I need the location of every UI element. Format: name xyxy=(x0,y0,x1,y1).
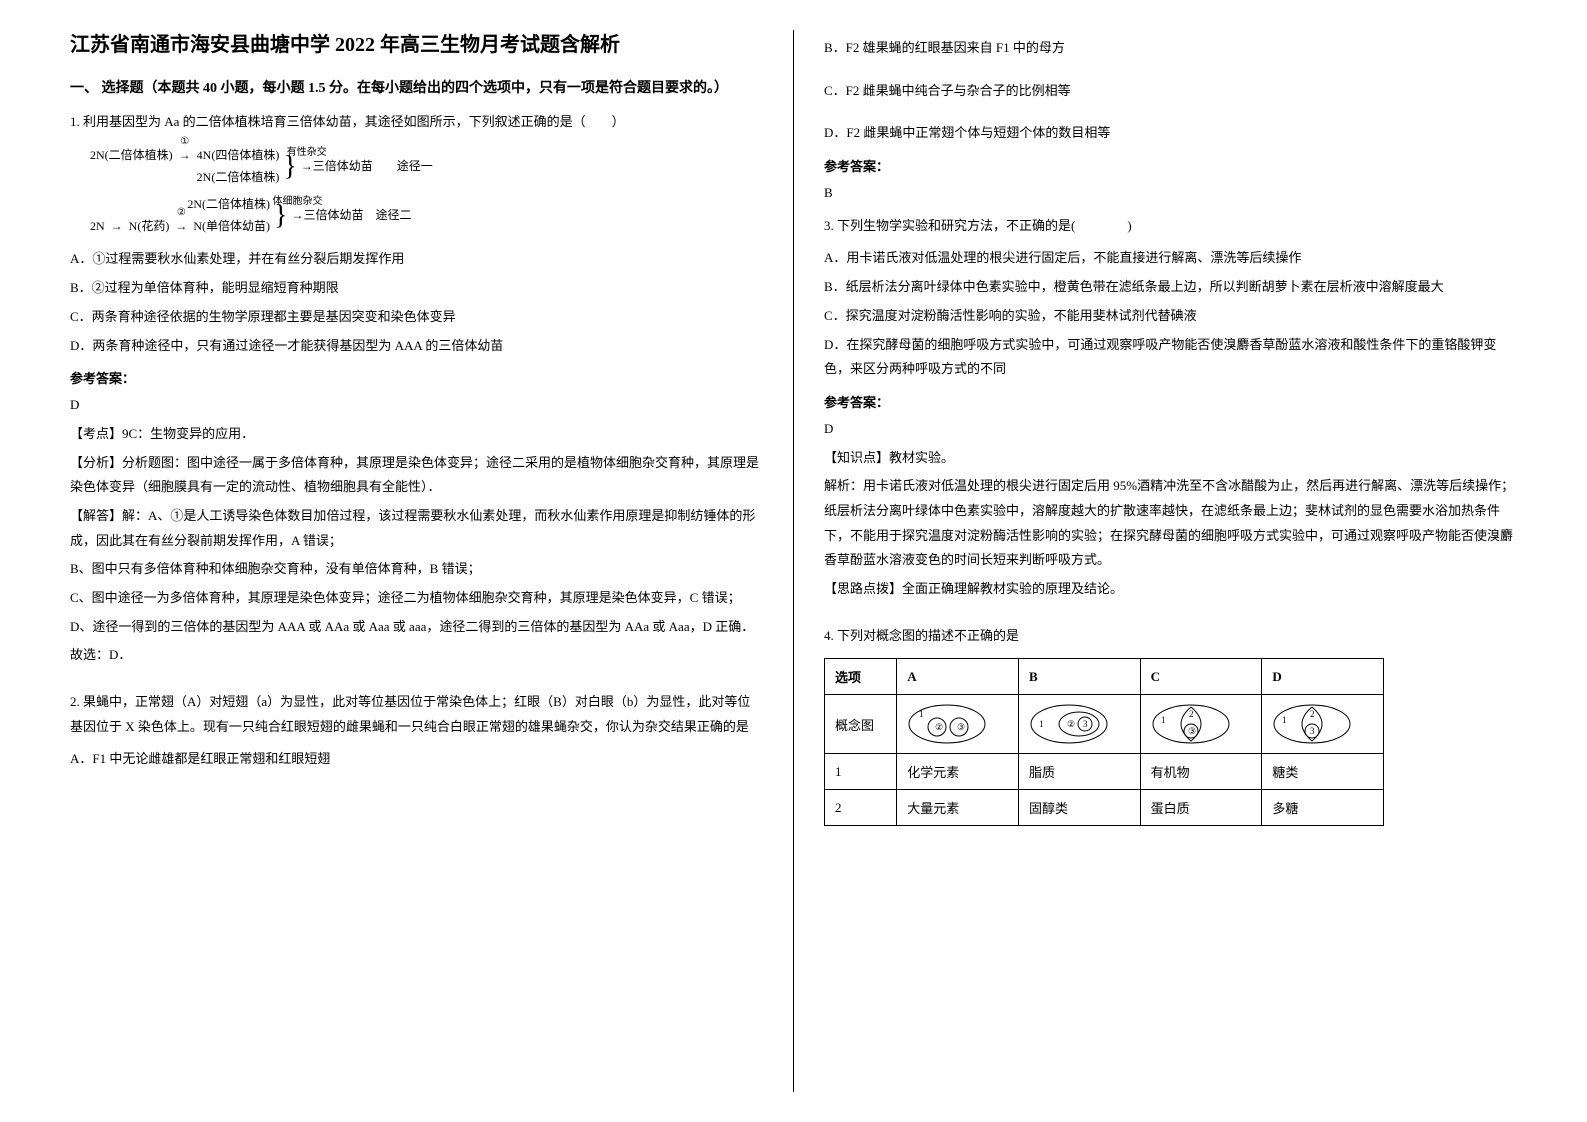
svg-text:2: 2 xyxy=(1310,709,1315,719)
table-row-1: 1 化学元素 脂质 有机物 糖类 xyxy=(825,754,1384,790)
venn-a: 1 ② ③ xyxy=(897,695,1019,754)
svg-text:1: 1 xyxy=(1282,715,1287,725)
svg-text:3: 3 xyxy=(1310,726,1315,736)
right-column: B．F2 雄果蝇的红眼基因来自 F1 中的母方 C．F2 雌果蝇中纯合子与杂合子… xyxy=(794,30,1547,1092)
th-d: D xyxy=(1262,659,1384,695)
q1-explain-p5: C、图中途径一为多倍体育种，其原理是染色体变异；途径二为植物体细胞杂交育种，其原… xyxy=(70,586,763,611)
venn-d: 1 2 3 xyxy=(1262,695,1384,754)
svg-text:1: 1 xyxy=(1039,719,1044,729)
q1-dia-l2: 2N(二倍体植株) xyxy=(197,167,280,189)
row-label-concept: 概念图 xyxy=(825,695,897,754)
q3-explain-p2: 解析：用卡诺氏液对低温处理的根尖进行固定后用 95%酒精冲洗至不含冰醋酸为止，然… xyxy=(824,474,1517,573)
svg-text:②: ② xyxy=(935,722,943,732)
q1-dia-l3-right: N(单倍体幼苗) xyxy=(193,216,270,238)
venn-b: 1 ② 3 xyxy=(1018,695,1140,754)
q1-dia-l3-left: 2N xyxy=(90,216,105,238)
exam-title: 江苏省南通市海安县曲塘中学 2022 年高三生物月考试题含解析 xyxy=(70,30,763,60)
q2-opt-c: C．F2 雌果蝇中纯合子与杂合子的比例相等 xyxy=(824,79,1517,104)
q1-dia-l3-mid: N(花药) xyxy=(129,216,170,238)
q1-dia-step1: ① xyxy=(180,133,189,151)
arrow-icon: ② → xyxy=(175,216,187,238)
th-a: A xyxy=(897,659,1019,695)
q1-dia-l1-right: 4N(四倍体植株) xyxy=(197,145,280,167)
table-row-2: 2 大量元素 固醇类 蛋白质 多糖 xyxy=(825,790,1384,826)
q1-opt-b: B．②过程为单倍体育种，能明显缩短育种期限 xyxy=(70,276,763,301)
q4-table: 选项 A B C D 概念图 1 ② ③ xyxy=(824,658,1384,826)
q3-opt-b: B．纸层析法分离叶绿体中色素实验中，橙黄色带在滤纸条最上边，所以判断胡萝卜素在层… xyxy=(824,275,1517,300)
q1-stem: 1. 利用基因型为 Aa 的二倍体植株培育三倍体幼苗，其途径如图所示，下列叙述正… xyxy=(70,110,763,135)
q1-opt-d: D．两条育种途径中，只有通过途径一才能获得基因型为 AAA 的三倍体幼苗 xyxy=(70,334,763,359)
left-column: 江苏省南通市海安县曲塘中学 2022 年高三生物月考试题含解析 一、 选择题（本… xyxy=(40,30,793,1092)
q1-ans-letter: D xyxy=(70,393,763,418)
cell-2-0: 2 xyxy=(825,790,897,826)
cell-1-1: 化学元素 xyxy=(897,754,1019,790)
q1-dia-step2: ② xyxy=(177,204,186,222)
q3-ans-label: 参考答案： xyxy=(824,392,1517,411)
svg-text:1: 1 xyxy=(1161,715,1166,725)
q1-dia-cross1-res: 三倍体幼苗 途径一 xyxy=(313,156,433,178)
q3-explain-p1: 【知识点】教材实验。 xyxy=(824,446,1517,471)
cell-2-3: 蛋白质 xyxy=(1140,790,1262,826)
table-header-row: 选项 A B C D xyxy=(825,659,1384,695)
q2-ans-letter: B xyxy=(824,181,1517,206)
svg-text:③: ③ xyxy=(1188,726,1196,736)
th-c: C xyxy=(1140,659,1262,695)
q2-opt-b: B．F2 雄果蝇的红眼基因来自 F1 中的母方 xyxy=(824,36,1517,61)
q1-explain-p2: 【分析】分析题图：图中途径一属于多倍体育种，其原理是染色体变异；途径二采用的是植… xyxy=(70,451,763,500)
th-b: B xyxy=(1018,659,1140,695)
q3-ans-letter: D xyxy=(824,417,1517,442)
arrow-icon: ① → xyxy=(179,145,191,167)
q2-ans-label: 参考答案： xyxy=(824,156,1517,175)
cell-2-2: 固醇类 xyxy=(1018,790,1140,826)
q3-explain-p3: 【思路点拨】全面正确理解教材实验的原理及结论。 xyxy=(824,577,1517,602)
q1-dia-cross2: 体细胞杂交 xyxy=(272,193,322,211)
q1-dia-l2b: 2N(二倍体植株) xyxy=(187,194,270,216)
q1-explain-p3: 【解答】解：A、①是人工诱导染色体数目加倍过程，该过程需要秋水仙素处理，而秋水仙… xyxy=(70,504,763,553)
cell-1-0: 1 xyxy=(825,754,897,790)
q1-ans-label: 参考答案： xyxy=(70,368,763,387)
venn-icon: 1 ② 3 xyxy=(1029,703,1109,745)
q3-stem: 3. 下列生物学实验和研究方法，不正确的是( ) xyxy=(824,214,1517,239)
q4-stem: 4. 下列对概念图的描述不正确的是 xyxy=(824,624,1517,649)
svg-text:3: 3 xyxy=(1083,719,1088,729)
cell-1-2: 脂质 xyxy=(1018,754,1140,790)
q1-explain-p6: D、途径一得到的三倍体的基因型为 AAA 或 AAa 或 Aaa 或 aaa，途… xyxy=(70,615,763,640)
svg-text:2: 2 xyxy=(1189,709,1194,719)
q1-explain-p7: 故选：D． xyxy=(70,643,763,668)
arrow-icon: 有性杂交 → xyxy=(301,156,313,178)
q2-opt-d: D．F2 雌果蝇中正常翅个体与短翅个体的数目相等 xyxy=(824,121,1517,146)
q3-opt-c: C．探究温度对淀粉酶活性影响的实验，不能用斐林试剂代替碘液 xyxy=(824,304,1517,329)
svg-text:③: ③ xyxy=(957,722,965,732)
q1-diagram: 2N(二倍体植株) ① → 4N(四倍体植株) 2N(二倍体植株) } 有性杂交… xyxy=(90,145,763,237)
cell-1-4: 糖类 xyxy=(1262,754,1384,790)
arrow-icon: 体细胞杂交 → xyxy=(291,205,303,227)
venn-icon: 1 ② ③ xyxy=(907,703,987,745)
q3-opt-a: A．用卡诺氏液对低温处理的根尖进行固定后，不能直接进行解离、漂洗等后续操作 xyxy=(824,246,1517,271)
cell-2-1: 大量元素 xyxy=(897,790,1019,826)
arrow-icon: → xyxy=(111,216,123,238)
venn-c: 1 2 ③ xyxy=(1140,695,1262,754)
q3-opt-d: D．在探究酵母菌的细胞呼吸方式实验中，可通过观察呼吸产物能否使溴麝香草酚蓝水溶液… xyxy=(824,333,1517,382)
cell-1-3: 有机物 xyxy=(1140,754,1262,790)
table-row-concept: 概念图 1 ② ③ xyxy=(825,695,1384,754)
svg-text:1: 1 xyxy=(919,709,924,719)
q1-explain-p4: B、图中只有多倍体育种和体细胞杂交育种，没有单倍体育种，B 错误； xyxy=(70,557,763,582)
venn-icon: 1 2 ③ xyxy=(1151,703,1231,745)
q1-opt-c: C．两条育种途径依据的生物学原理都主要是基因突变和染色体变异 xyxy=(70,305,763,330)
svg-text:②: ② xyxy=(1067,719,1075,729)
q1-opt-a: A．①过程需要秋水仙素处理，并在有丝分裂后期发挥作用 xyxy=(70,247,763,272)
th-opt: 选项 xyxy=(825,659,897,695)
q2-opt-a: A．F1 中无论雌雄都是红眼正常翅和红眼短翅 xyxy=(70,747,763,772)
exam-page: 江苏省南通市海安县曲塘中学 2022 年高三生物月考试题含解析 一、 选择题（本… xyxy=(0,0,1587,1122)
q1-explain-p1: 【考点】9C：生物变异的应用． xyxy=(70,422,763,447)
cell-2-4: 多糖 xyxy=(1262,790,1384,826)
venn-icon: 1 2 3 xyxy=(1272,703,1352,745)
q2-stem: 2. 果蝇中，正常翅（A）对短翅（a）为显性，此对等位基因位于常染色体上；红眼（… xyxy=(70,690,763,739)
section-heading: 一、 选择题（本题共 40 小题，每小题 1.5 分。在每小题给出的四个选项中，… xyxy=(70,78,763,100)
q1-dia-l1-left: 2N(二倍体植株) xyxy=(90,145,173,167)
q1-dia-cross1: 有性杂交 xyxy=(287,144,327,162)
